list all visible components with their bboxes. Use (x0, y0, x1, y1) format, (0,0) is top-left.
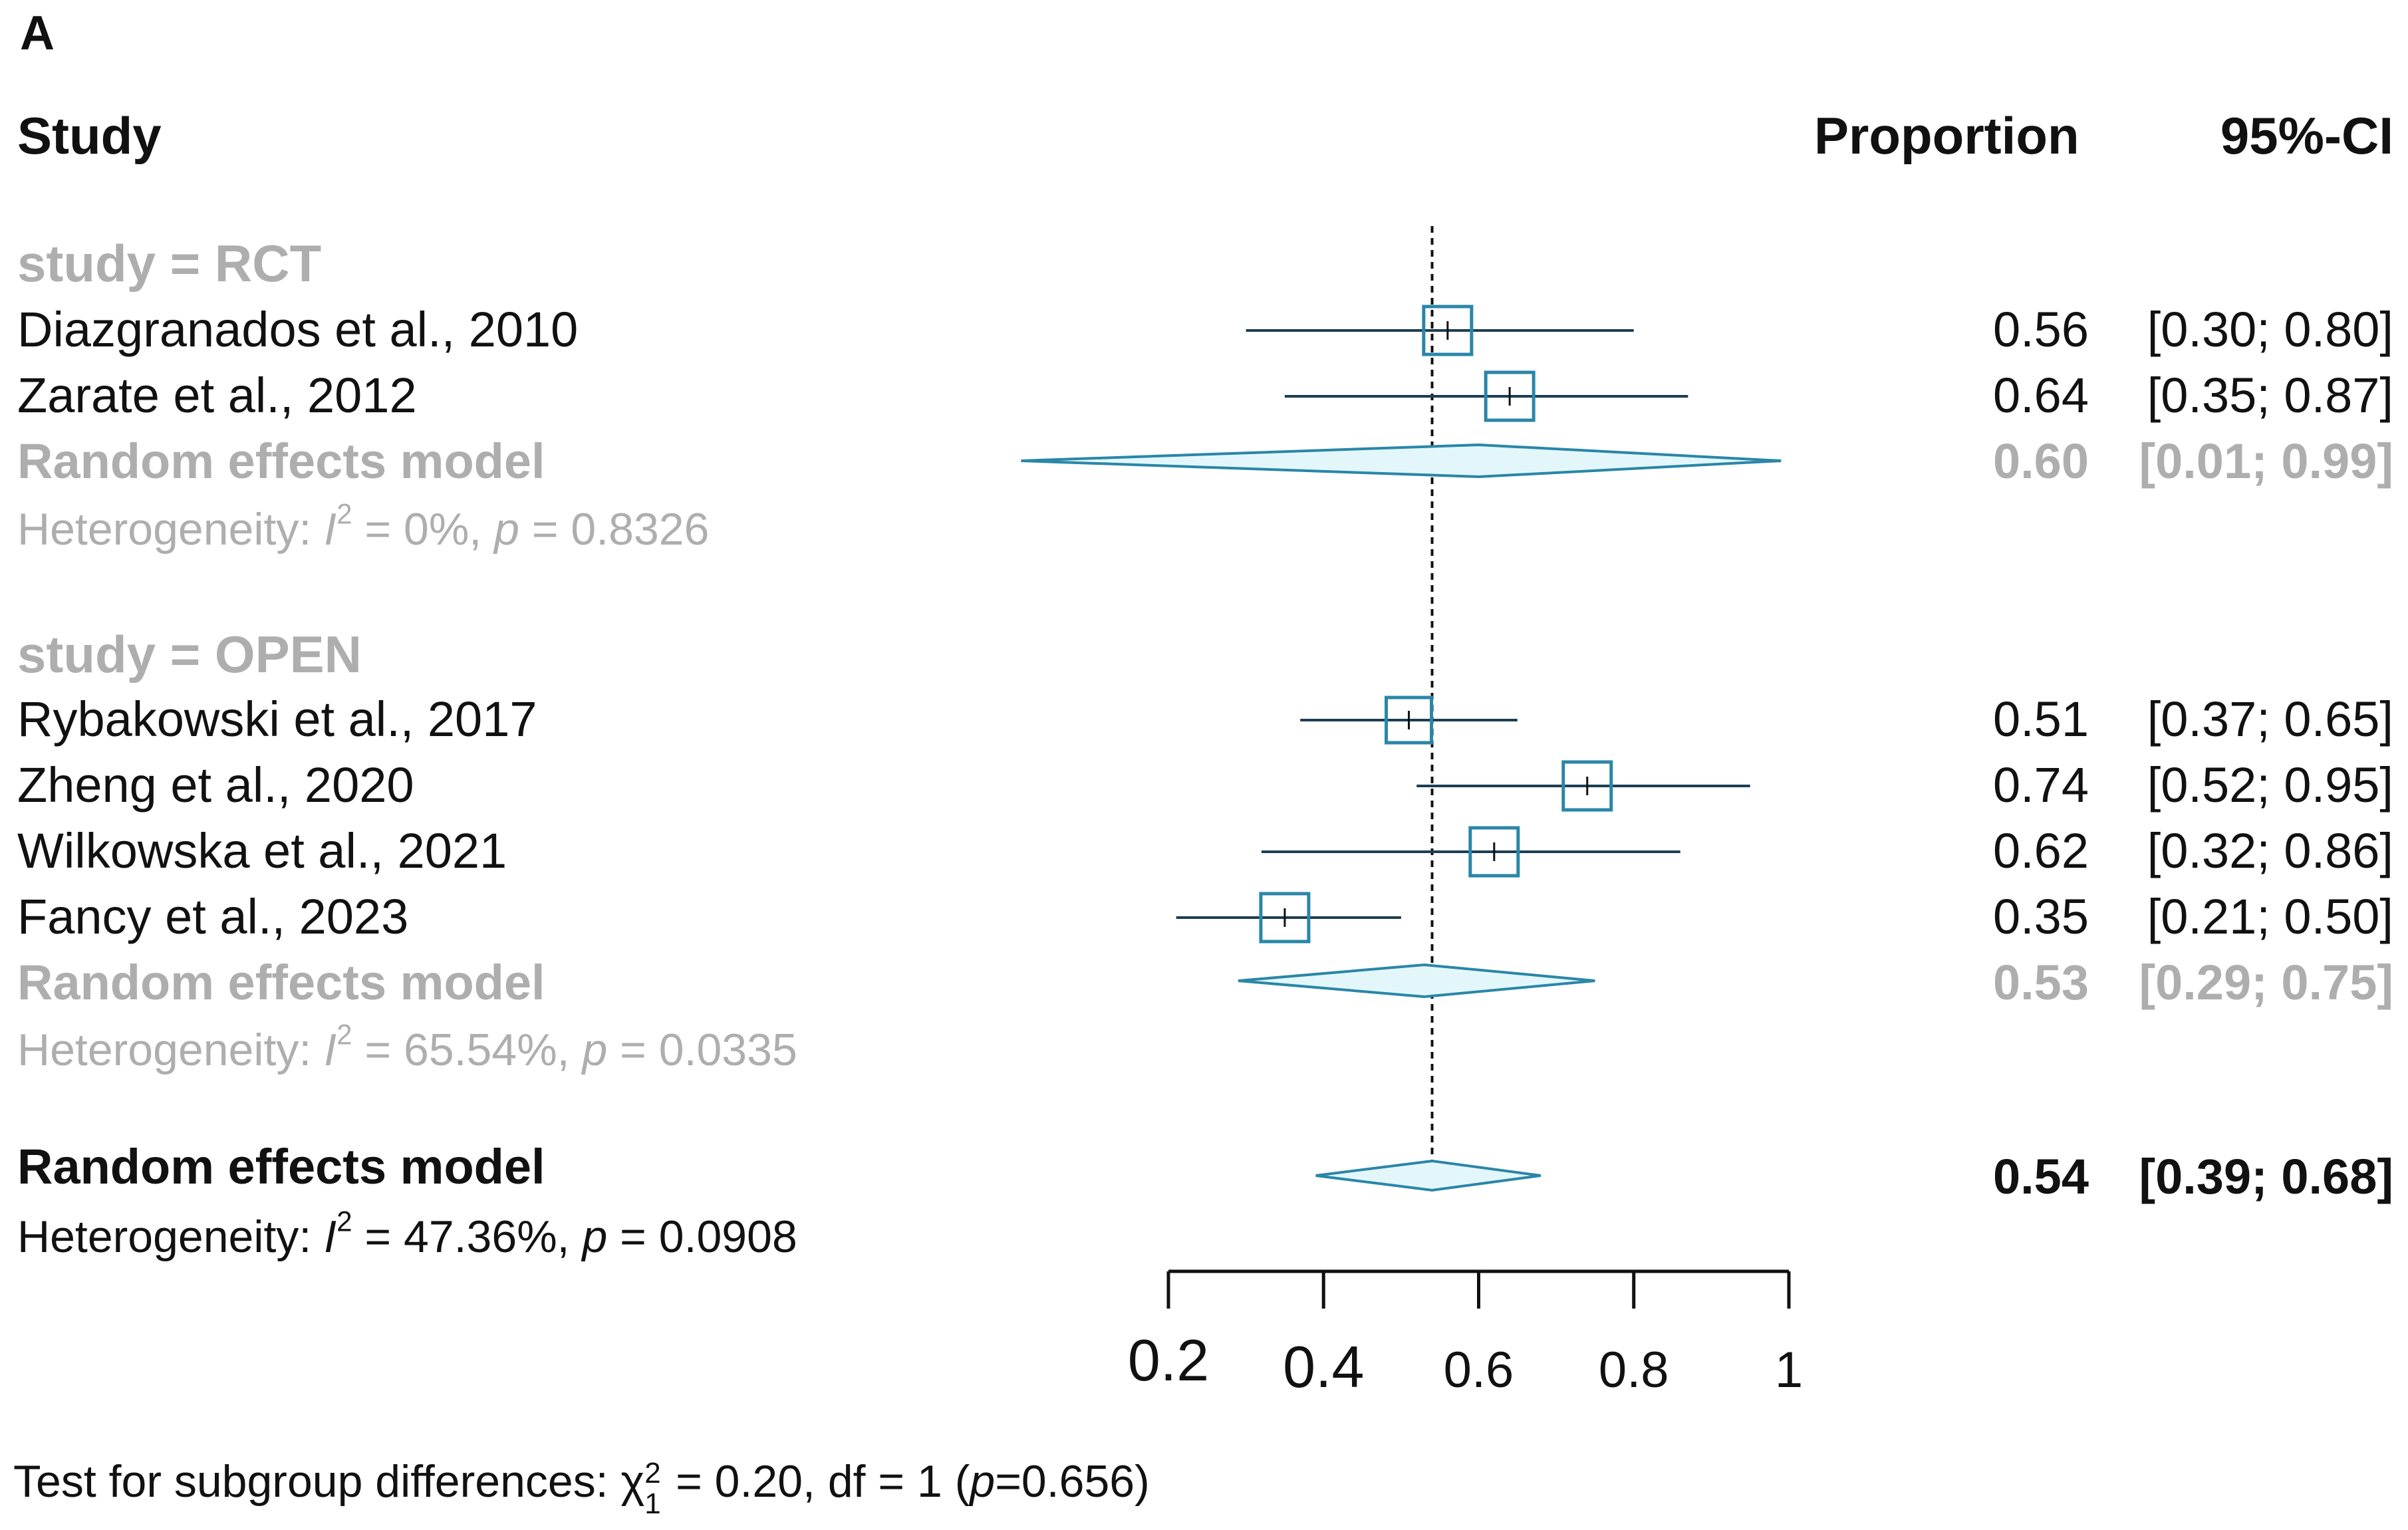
study-label: Diazgranados et al., 2010 (17, 302, 579, 357)
pooled-diamond (1238, 963, 1595, 999)
group-model-label: Random effects model (17, 434, 545, 489)
x-tick-label: 0.4 (1283, 1334, 1364, 1400)
study-label: Fancy et al., 2023 (17, 889, 409, 944)
study-label: Wilkowska et al., 2021 (17, 823, 507, 878)
x-tick-label: 0.2 (1128, 1327, 1209, 1393)
group-model-label: Random effects model (17, 955, 545, 1010)
study-proportion: 0.62 (1992, 823, 2089, 878)
header-ci: 95%-CI (2220, 106, 2393, 165)
panel-label: A (20, 7, 55, 60)
study-proportion: 0.56 (1992, 302, 2089, 357)
study-marker (1468, 826, 1520, 878)
group-title-rct: study = RCT (17, 234, 322, 293)
group-model-proportion: 0.53 (1992, 955, 2089, 1010)
group-model-ci: [0.01; 0.99] (2139, 434, 2393, 489)
x-tick-label: 1 (1775, 1342, 1803, 1398)
overall-model-ci: [0.39; 0.68] (2139, 1149, 2393, 1204)
pooled-diamond (1315, 1159, 1541, 1192)
overall-model-label: Random effects model (17, 1139, 545, 1194)
group-heterogeneity: Heterogeneity: I2 = 65.54%, p = 0.0335 (17, 1019, 797, 1075)
study-marker (1385, 696, 1434, 745)
study-proportion: 0.51 (1992, 692, 2089, 747)
group-model-ci: [0.29; 0.75] (2139, 955, 2393, 1010)
study-proportion: 0.64 (1992, 368, 2089, 423)
group-title-open: study = OPEN (17, 625, 362, 684)
x-tick-label: 0.6 (1444, 1342, 1514, 1398)
study-marker (1422, 305, 1474, 356)
study-marker (1259, 892, 1311, 944)
study-ci: [0.21; 0.50] (2147, 889, 2393, 944)
pooled-diamond (1021, 443, 1782, 479)
group-model-proportion: 0.60 (1992, 434, 2089, 489)
header-proportion: Proportion (1814, 106, 2079, 165)
overall-heterogeneity: Heterogeneity: I2 = 47.36%, p = 0.0908 (17, 1206, 797, 1262)
overall-model-proportion: 0.54 (1992, 1149, 2089, 1204)
header-study: Study (17, 106, 162, 165)
group-heterogeneity: Heterogeneity: I2 = 0%, p = 0.8326 (17, 498, 710, 555)
study-proportion: 0.74 (1992, 757, 2089, 813)
study-marker (1484, 370, 1536, 422)
study-ci: [0.52; 0.95] (2147, 757, 2393, 813)
study-ci: [0.30; 0.80] (2147, 302, 2393, 357)
study-marker (1561, 760, 1613, 812)
study-ci: [0.37; 0.65] (2147, 692, 2393, 747)
study-label: Zheng et al., 2020 (17, 757, 414, 813)
x-tick-label: 0.8 (1599, 1342, 1669, 1398)
study-proportion: 0.35 (1992, 889, 2089, 944)
study-ci: [0.32; 0.86] (2147, 823, 2393, 878)
study-ci: [0.35; 0.87] (2147, 368, 2393, 423)
study-label: Rybakowski et al., 2017 (17, 692, 537, 747)
study-label: Zarate et al., 2012 (17, 368, 417, 423)
